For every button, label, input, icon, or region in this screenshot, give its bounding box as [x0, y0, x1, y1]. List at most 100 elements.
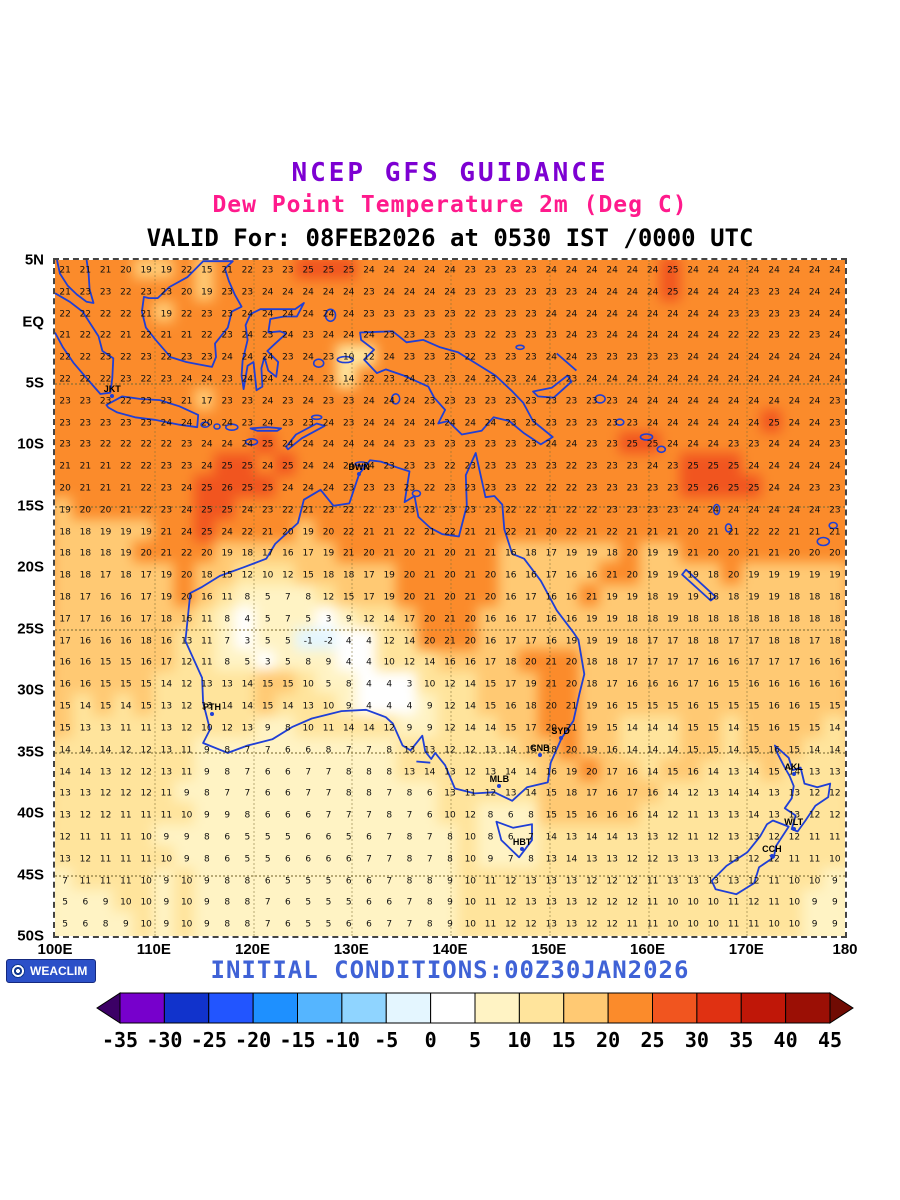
- grid-value: 25: [667, 287, 679, 298]
- grid-value: 8: [204, 854, 210, 865]
- grid-value: 16: [180, 614, 193, 625]
- grid-value: 24: [727, 505, 740, 516]
- grid-value: 24: [302, 352, 314, 363]
- grid-value: 8: [204, 832, 210, 843]
- grid-value: 24: [302, 287, 314, 298]
- grid-value: 15: [59, 723, 71, 734]
- grid-value: 19: [586, 745, 598, 756]
- grid-value: 16: [99, 636, 112, 647]
- grid-value: 8: [224, 897, 231, 908]
- grid-value: 23: [444, 483, 456, 494]
- grid-value: 23: [464, 396, 477, 407]
- grid-value: 9: [183, 788, 190, 799]
- grid-value: 17: [545, 570, 558, 581]
- grid-value: 6: [366, 919, 372, 930]
- grid-value: 6: [224, 854, 231, 865]
- grid-value: 3: [264, 657, 271, 668]
- grid-value: 23: [444, 330, 456, 341]
- grid-value: 15: [667, 701, 679, 712]
- grid-value: 16: [565, 592, 578, 603]
- grid-value: 20: [423, 614, 436, 625]
- grid-value: 19: [383, 592, 395, 603]
- grid-value: 20: [484, 592, 497, 603]
- grid-value: 21: [99, 461, 112, 472]
- grid-value: 14: [79, 745, 92, 756]
- grid-value: 11: [201, 636, 213, 647]
- coastline: [240, 302, 305, 392]
- grid-value: 10: [160, 854, 173, 865]
- grid-value: 15: [261, 679, 274, 690]
- grid-value: 20: [423, 636, 436, 647]
- grid-value: 23: [829, 505, 841, 516]
- grid-value: 24: [261, 396, 274, 407]
- grid-value: 23: [667, 352, 679, 363]
- grid-value: 21: [59, 461, 71, 472]
- grid-value: 24: [626, 396, 639, 407]
- grid-value: 23: [484, 309, 497, 319]
- grid-value: 9: [325, 657, 332, 668]
- grid-value: 10: [302, 679, 314, 690]
- grid-value: 13: [565, 897, 578, 908]
- grid-value: 7: [244, 767, 251, 777]
- grid-value: 24: [403, 265, 416, 276]
- lat-gridline: [55, 751, 845, 754]
- grid-value: 12: [180, 657, 193, 668]
- grid-value: 24: [829, 265, 841, 276]
- grid-value: 6: [264, 876, 271, 886]
- grid-value: 6: [325, 854, 332, 865]
- grid-value: 25: [241, 461, 254, 472]
- grid-value: 10: [788, 876, 801, 886]
- grid-value: 20: [707, 548, 720, 559]
- grid-value: 24: [788, 418, 801, 428]
- grid-value: 19: [160, 592, 173, 603]
- grid-value: 13: [201, 679, 213, 690]
- grid-value: 10: [464, 832, 477, 843]
- grid-value: 11: [788, 854, 801, 865]
- grid-value: 16: [646, 788, 659, 799]
- grid-value: 16: [79, 657, 92, 668]
- grid-value: 19: [768, 592, 780, 603]
- grid-value: 9: [204, 919, 210, 930]
- grid-value: 23: [667, 461, 679, 472]
- grid-value: 24: [261, 352, 274, 363]
- grid-value: 24: [707, 418, 720, 428]
- grid-value: 14: [545, 832, 558, 843]
- grid-value: 22: [201, 330, 213, 341]
- colorbar-tick-label: -20: [235, 1028, 272, 1052]
- grid-value: 7: [426, 832, 433, 843]
- grid-value: 24: [261, 461, 274, 472]
- station-label: CNB: [530, 743, 550, 754]
- grid-value: 22: [423, 483, 436, 494]
- grid-value: 13: [59, 854, 71, 865]
- grid-value: 12: [808, 788, 821, 799]
- grid-value: 24: [444, 287, 456, 298]
- grid-value: 23: [505, 439, 517, 450]
- grid-value: 23: [180, 352, 193, 363]
- island-outline: [324, 308, 337, 323]
- grid-value: 24: [748, 461, 760, 472]
- grid-value: 8: [528, 854, 534, 865]
- grid-value: 23: [221, 396, 233, 407]
- grid-value: 23: [221, 330, 233, 341]
- grid-value: 16: [79, 636, 92, 647]
- grid-value: 9: [447, 919, 453, 930]
- grid-value: 10: [180, 810, 193, 821]
- grid-value: 16: [707, 679, 720, 690]
- station-label: HBT: [512, 836, 532, 847]
- grid-value: 11: [140, 723, 152, 734]
- grid-value: 16: [99, 614, 112, 625]
- grid-value: 11: [201, 614, 213, 625]
- grid-value: 23: [403, 330, 416, 341]
- grid-value: 23: [464, 287, 477, 298]
- grid-value: 23: [667, 483, 679, 494]
- grid-value: 18: [788, 614, 801, 625]
- grid-value: 18: [586, 657, 598, 668]
- grid-value: 20: [565, 679, 578, 690]
- grid-value: 21: [99, 265, 112, 276]
- grid-value: 24: [363, 418, 375, 428]
- grid-value: 16: [768, 701, 780, 712]
- grid-value: 14: [423, 767, 436, 777]
- grid-value: 22: [505, 505, 517, 516]
- grid-value: 18: [79, 527, 92, 538]
- grid-value: 23: [59, 439, 71, 450]
